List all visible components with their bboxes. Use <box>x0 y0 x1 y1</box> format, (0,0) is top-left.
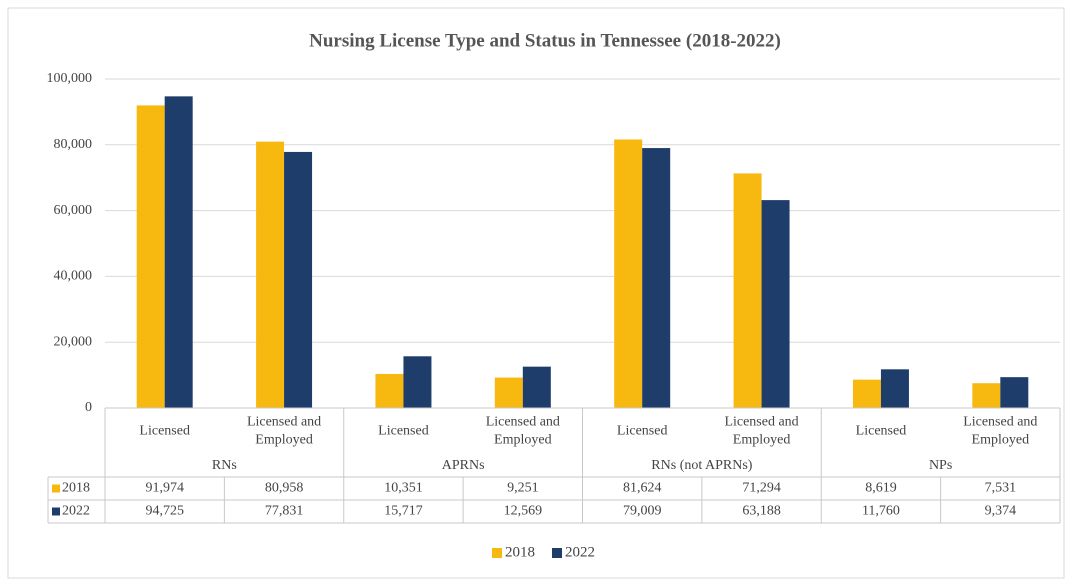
group-label: RNs (not APRNs) <box>651 458 752 473</box>
y-tick-label: 0 <box>85 400 92 415</box>
bar <box>494 377 523 408</box>
x-tick-label: Licensed and Employed <box>963 415 1037 448</box>
x-tick-label: Licensed <box>139 424 190 439</box>
table-series-name: 2018 <box>62 481 90 496</box>
bar <box>256 141 285 408</box>
legend-label: 2018 <box>505 544 535 560</box>
table-value: 77,831 <box>265 504 304 519</box>
bar <box>972 383 1001 408</box>
bar <box>522 366 551 408</box>
y-tick-label: 40,000 <box>54 269 93 284</box>
y-tick-label: 100,000 <box>47 71 93 86</box>
legend-key <box>52 507 60 516</box>
bar <box>614 139 643 409</box>
x-tick-label: Licensed and Employed <box>724 415 798 448</box>
x-tick-label: Licensed and Employed <box>486 415 560 448</box>
legend-label: 2022 <box>565 544 595 560</box>
table-value: 7,531 <box>985 481 1017 496</box>
bar <box>880 369 909 408</box>
table-value: 9,374 <box>985 504 1017 519</box>
table-value: 9,251 <box>507 481 539 496</box>
table-value: 94,725 <box>145 504 184 519</box>
x-tick-label: Licensed <box>856 424 907 439</box>
group-label: APRNs <box>442 458 485 473</box>
y-tick-label: 60,000 <box>54 203 93 218</box>
bar <box>136 105 165 408</box>
table-value: 8,619 <box>865 481 897 496</box>
bar <box>733 173 762 408</box>
table-value: 80,958 <box>265 481 304 496</box>
group-label: RNs <box>212 458 237 473</box>
y-tick-label: 20,000 <box>54 334 93 349</box>
bar <box>761 200 790 408</box>
legend-swatch <box>492 548 502 558</box>
x-tick-label: Licensed <box>378 424 429 439</box>
table-value: 15,717 <box>384 504 423 519</box>
table-value: 79,009 <box>623 504 662 519</box>
bar <box>164 96 193 409</box>
bar <box>1000 377 1029 408</box>
legend-swatch <box>552 548 562 558</box>
y-tick-label: 80,000 <box>54 137 93 152</box>
x-tick-label: Licensed <box>617 424 668 439</box>
table-value: 12,569 <box>504 504 543 519</box>
table-value: 81,624 <box>623 481 662 496</box>
bar <box>284 151 313 408</box>
chart-title: Nursing License Type and Status in Tenne… <box>309 30 781 51</box>
table-value: 11,760 <box>862 504 900 519</box>
bar <box>642 148 671 408</box>
table-series-name: 2022 <box>62 504 90 519</box>
bar <box>852 379 881 408</box>
table-value: 71,294 <box>742 481 781 496</box>
group-label: NPs <box>929 458 952 473</box>
table-value: 63,188 <box>742 504 781 519</box>
legend-key <box>52 484 60 493</box>
bar <box>403 356 432 408</box>
x-tick-label: Licensed and Employed <box>247 415 321 448</box>
table-value: 10,351 <box>384 481 423 496</box>
bar <box>375 373 404 408</box>
table-value: 91,974 <box>145 481 184 496</box>
